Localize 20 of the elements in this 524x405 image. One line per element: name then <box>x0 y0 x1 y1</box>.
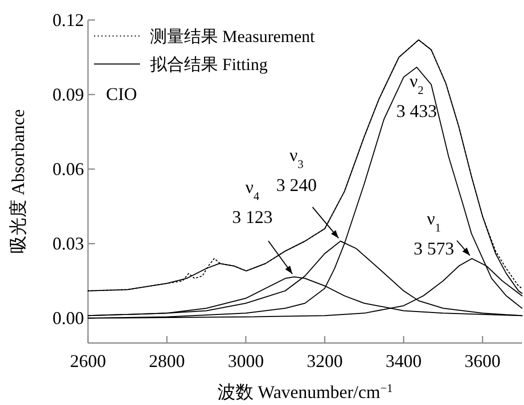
y-tick-label: 0.03 <box>52 234 84 254</box>
x-tick-label: 3200 <box>306 351 343 371</box>
y-tick-label: 0.00 <box>52 308 84 328</box>
annotation: ν$_{1}$ 3 573 <box>414 208 454 259</box>
y-tick-label: 0.06 <box>52 159 84 180</box>
x-tick-label: 2600 <box>70 351 106 371</box>
x-tick-label: 3400 <box>386 351 422 371</box>
y-tick-label: 0.12 <box>52 10 84 30</box>
annotation: ν$_{4}$ 3 123 <box>232 176 273 227</box>
y-tick-label: 0.09 <box>52 84 84 105</box>
annotation: CIO <box>106 84 137 104</box>
annotation: ν$_{3}$ 3 240 <box>276 145 317 196</box>
x-tick-label: 3000 <box>228 351 264 371</box>
legend-label: 测量结果 Measurement <box>150 27 316 46</box>
legend-label: 拟合结果 Fitting <box>150 55 268 74</box>
y-axis-title: 吸光度 Absorbance <box>8 109 28 254</box>
x-tick-label: 2800 <box>148 351 185 371</box>
x-tick-label: 3600 <box>464 351 501 371</box>
x-axis-title: 波数 Wavenumber/cm$^{−1}$ <box>217 382 393 402</box>
annotation: ν$_{2}$ 3 433 <box>396 71 437 122</box>
